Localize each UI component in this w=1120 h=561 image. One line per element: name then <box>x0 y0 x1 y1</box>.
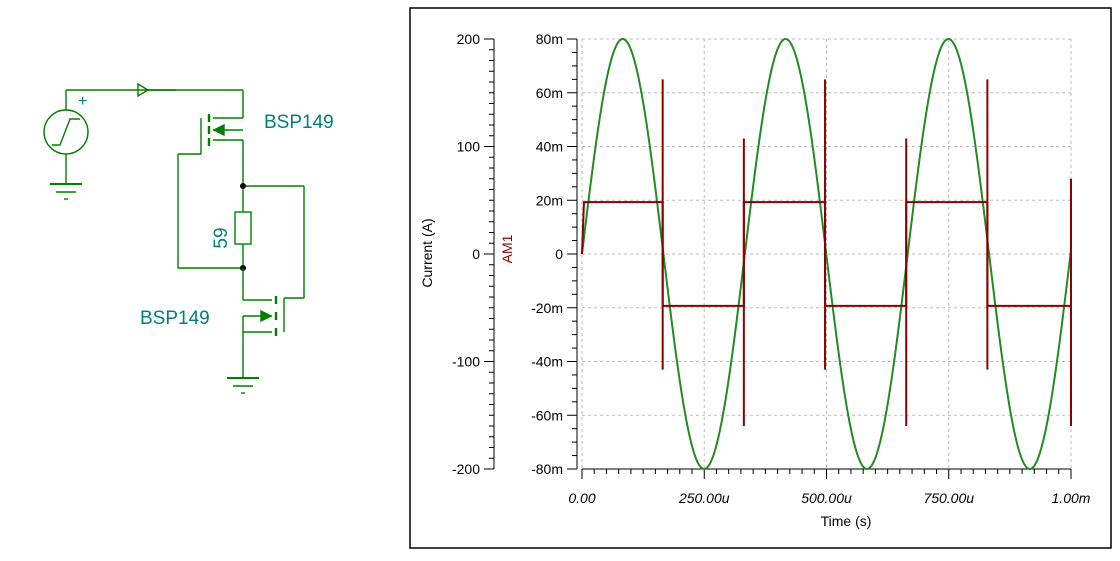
left-axis-tick-label: 0 <box>472 246 480 262</box>
upper-mosfet-icon <box>176 89 244 268</box>
lower-mosfet-icon <box>242 268 304 378</box>
right-axis-tick-label: 60m <box>536 85 563 101</box>
right-axis-tick-label: 80m <box>536 31 563 47</box>
right-axis-tick-label: -20m <box>531 300 563 316</box>
right-axis-tick-label: -40m <box>531 354 563 370</box>
right-axis-tick-label: 0 <box>555 246 563 262</box>
voltage-pin-arrow-icon <box>137 82 150 98</box>
right-axis-tick-label: -80m <box>531 461 563 477</box>
circuit-schematic <box>43 82 305 394</box>
right-axis-tick-label: -60m <box>531 407 563 423</box>
y-axis-label-left: Current (A) <box>419 218 435 287</box>
junction-dot <box>240 183 246 189</box>
voltage-source-icon <box>43 109 89 155</box>
left-axis-tick-label: -100 <box>452 354 480 370</box>
series-layer <box>581 37 1072 471</box>
axes: 200 100 0 -100 -200 80m 60m 40m 20m 0 -20m -40m -60m… <box>452 31 1091 506</box>
ground-icon <box>227 377 259 394</box>
left-axis-tick-label: 100 <box>457 139 481 155</box>
x-axis-tick-label: 750.00u <box>923 490 974 506</box>
chart-frame <box>409 7 1112 549</box>
left-axis-tick-label: -200 <box>452 461 480 477</box>
y-axis-label-right: AM1 <box>499 234 515 263</box>
x-axis-tick-label: 0.00 <box>568 490 595 506</box>
x-axis-label: Time (s) <box>821 513 872 529</box>
right-axis-tick-label: 40m <box>536 139 563 155</box>
ground-icon <box>50 183 82 200</box>
resistor-icon <box>234 211 252 245</box>
x-axis-tick-label: 1.00m <box>1052 490 1091 506</box>
chart: 200 100 0 -100 -200 80m 60m 40m 20m 0 -20m -40m -60m… <box>409 7 1112 549</box>
x-axis-tick-label: 500.00u <box>801 490 852 506</box>
labels: Time (s) Current (A) AM1 <box>419 218 871 529</box>
left-axis-tick-label: 200 <box>457 31 481 47</box>
right-axis-tick-label: 20m <box>536 192 563 208</box>
resistor-value-label: 59 <box>211 227 232 248</box>
lower-mosfet-label: BSP149 <box>140 308 210 329</box>
x-axis-tick-label: 250.00u <box>678 490 730 506</box>
step-waveform-icon <box>52 118 80 146</box>
source-polarity-label: + <box>78 93 87 110</box>
upper-mosfet-label: BSP149 <box>264 112 334 133</box>
